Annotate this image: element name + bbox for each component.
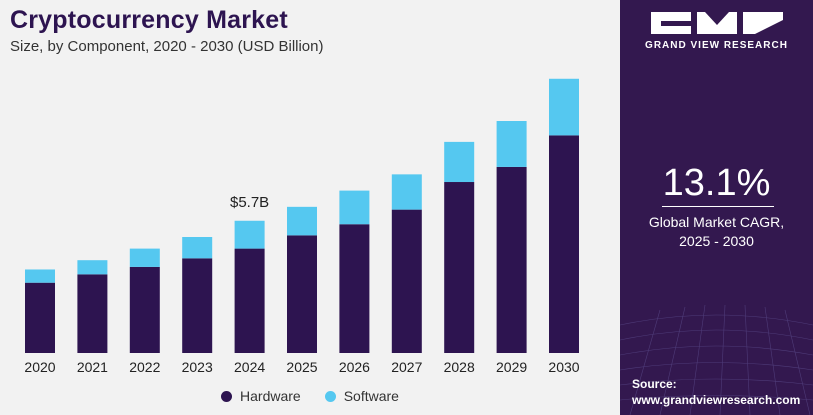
bar-hardware-2021 [77,274,108,353]
chart-title: Cryptocurrency Market [10,6,288,34]
x-tick-2028: 2028 [444,359,475,375]
bar-chart: 2020 2021 2022 2023 2024 2025 2026 2027 2028 2029… [24,78,580,375]
legend-label-hardware: Hardware [240,388,301,404]
bar-hardware-2026 [339,224,370,353]
logo-marks [650,12,783,34]
chart-subtitle: Size, by Component, 2020 - 2030 (USD Bil… [10,38,324,55]
legend-label-software: Software [343,388,399,404]
x-tick-2023: 2023 [182,359,213,375]
bar-software-2030 [549,78,579,136]
brand-name: GRAND VIEW RESEARCH [645,40,788,51]
cagr-label-line2: 2025 - 2030 [679,233,754,249]
legend-swatch-software [324,390,336,402]
cagr-label: Global Market CAGR, 2025 - 2030 [620,213,813,251]
cagr-value: 13.1% [662,162,771,204]
x-tick-2029: 2029 [496,359,527,375]
chart-legend: Hardware Software [0,388,620,404]
bar-software-2023 [182,237,213,259]
bar-software-2026 [339,190,370,225]
bar-software-2027 [391,174,422,210]
bar-hardware-2022 [129,266,160,353]
bar-software-2025 [287,206,317,236]
decorative-grid [620,304,813,415]
source-link[interactable]: www.grandviewresearch.com [632,393,801,407]
x-tick-2021: 2021 [77,359,108,375]
logo-mark-g [650,12,691,34]
bar-hardware-2024 [234,248,265,353]
bar-hardware-2028 [444,182,475,353]
source-label: Source: [632,377,677,391]
bar-software-2029 [496,121,527,167]
bar-software-2028 [444,141,475,183]
logo-mark-v [696,12,737,34]
bar-software-2021 [77,260,108,275]
x-tick-2022: 2022 [129,359,160,375]
bar-software-2020 [25,269,55,283]
legend-item-software: Software [324,388,399,404]
bar-hardware-2020 [25,282,55,353]
bar-hardware-2029 [496,166,527,353]
side-panel: GRAND VIEW RESEARCH 13.1% Global Market … [620,0,813,415]
bar-hardware-2030 [549,135,579,353]
bar-hardware-2025 [287,235,317,353]
logo-mark-r [742,12,783,34]
data-label-2024: $5.7B [230,194,269,211]
bar-hardware-2023 [182,258,213,353]
cagr-label-line1: Global Market CAGR, [648,214,785,230]
legend-item-hardware: Hardware [221,388,301,404]
x-tick-2025: 2025 [286,359,317,375]
brand-logo: GRAND VIEW RESEARCH [620,12,813,51]
legend-swatch-hardware [221,390,233,402]
bar-software-2024 [234,220,265,249]
chart-area: Cryptocurrency Market Size, by Component… [0,0,620,415]
bar-hardware-2027 [391,209,422,353]
x-tick-2030: 2030 [548,359,579,375]
bar-software-2022 [129,248,160,267]
cagr-divider [662,206,774,207]
x-tick-2027: 2027 [391,359,422,375]
x-tick-2024: 2024 [234,359,265,375]
x-tick-2020: 2020 [24,359,55,375]
x-tick-2026: 2026 [339,359,370,375]
